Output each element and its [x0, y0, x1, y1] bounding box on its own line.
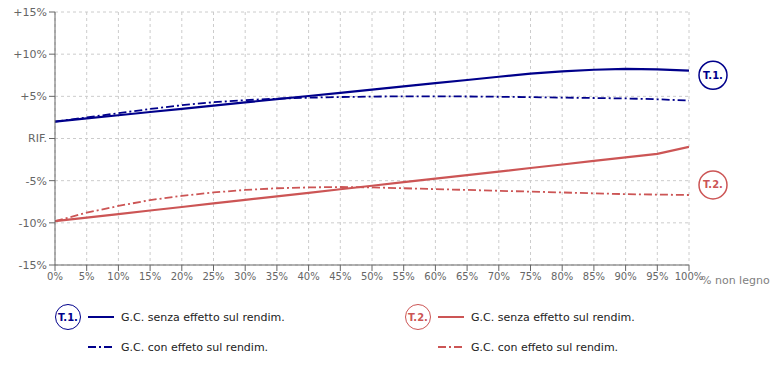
html-text:G.C. senza effetto sul rendim.: G.C. senza effetto sul rendim. [471, 310, 635, 324]
svg-text:-15%: -15% [19, 259, 47, 272]
svg-text:90%: 90% [614, 271, 636, 282]
svg-text:45%: 45% [329, 271, 351, 282]
svg-text:75%: 75% [519, 271, 541, 282]
svg-text:RIF.: RIF. [28, 132, 47, 145]
svg-text:0%: 0% [47, 271, 63, 282]
svg-text:25%: 25% [202, 271, 224, 282]
svg-text:+10%: +10% [13, 48, 47, 61]
svg-text:95%: 95% [646, 271, 668, 282]
svg-text:100%: 100% [675, 271, 704, 282]
svg-text:65%: 65% [456, 271, 478, 282]
html-text:G.C. con effeto sul rendim.: G.C. con effeto sul rendim. [471, 340, 619, 354]
svg-text:% non legno: % non legno [701, 274, 766, 287]
svg-text:80%: 80% [551, 271, 573, 282]
svg-text:T.2.: T.2. [703, 179, 723, 190]
html-text:G.C. senza effetto sul rendim.: G.C. senza effetto sul rendim. [121, 310, 285, 324]
svg-text:30%: 30% [234, 271, 256, 282]
svg-text:T.1.: T.1. [703, 70, 723, 81]
svg-text:40%: 40% [297, 271, 319, 282]
svg-text:50%: 50% [361, 271, 383, 282]
svg-text:20%: 20% [171, 271, 193, 282]
svg-text:70%: 70% [488, 271, 510, 282]
svg-text:+15%: +15% [13, 6, 47, 19]
svg-text:55%: 55% [393, 271, 415, 282]
svg-text:35%: 35% [266, 271, 288, 282]
svg-text:10%: 10% [107, 271, 129, 282]
svg-text:85%: 85% [583, 271, 605, 282]
html-text:G.C. con effeto sul rendim.: G.C. con effeto sul rendim. [121, 340, 269, 354]
svg-text:-10%: -10% [19, 217, 47, 230]
svg-text:-5%: -5% [26, 175, 47, 188]
svg-text:60%: 60% [424, 271, 446, 282]
html-text:T.1.: T.1. [58, 311, 78, 323]
svg-text:5%: 5% [79, 271, 95, 282]
svg-text:+5%: +5% [20, 90, 47, 103]
html-text:T.2.: T.2. [408, 311, 428, 323]
svg-text:15%: 15% [139, 271, 161, 282]
